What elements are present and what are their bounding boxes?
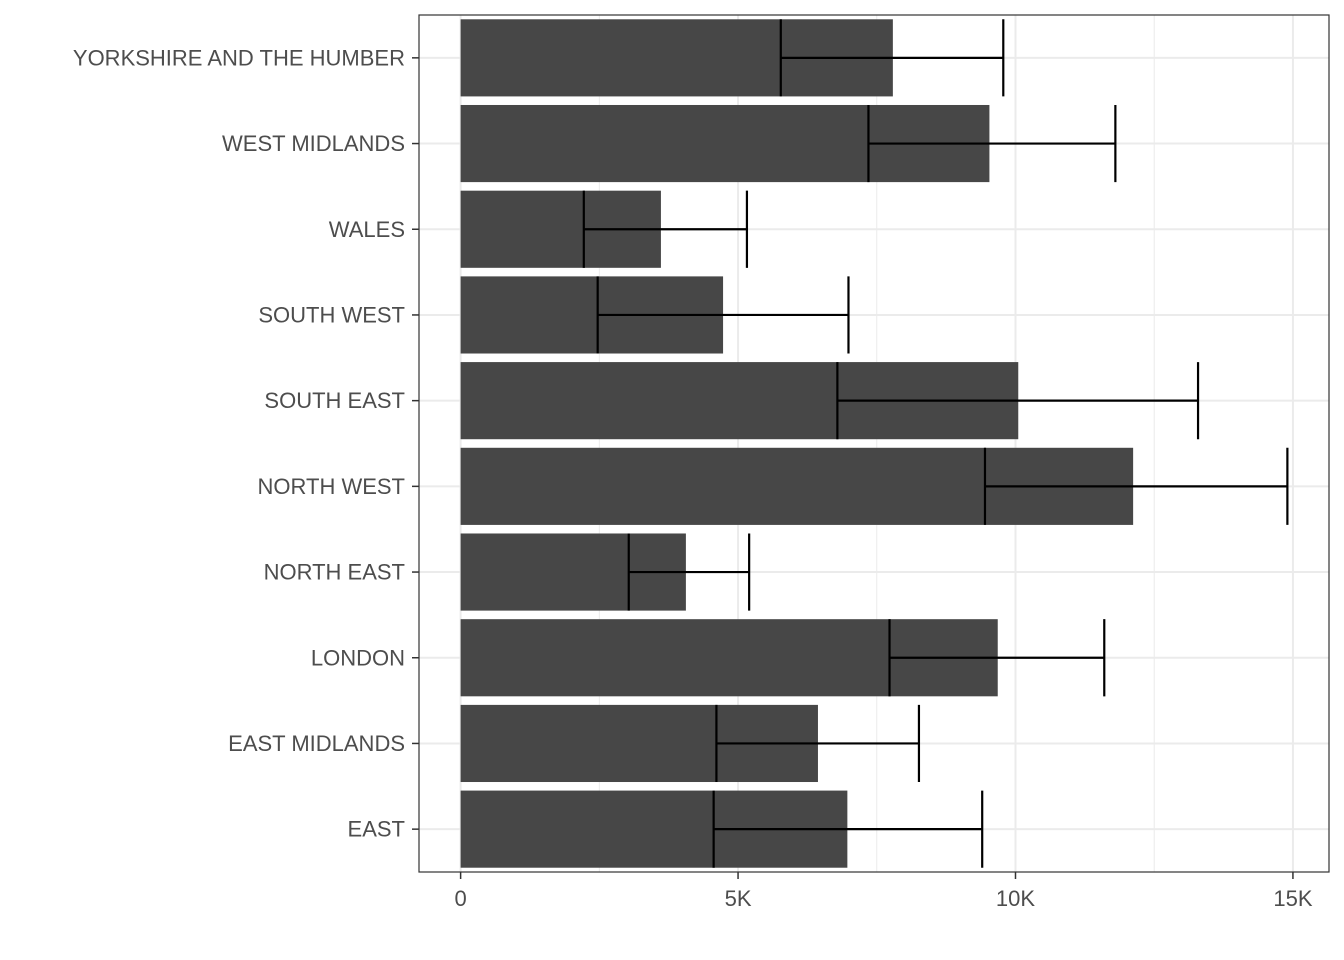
- x-tick-label: 10K: [996, 886, 1035, 911]
- error-bar: [888, 619, 1106, 697]
- error-bars: [582, 19, 1289, 868]
- x-tick-label: 0: [454, 886, 466, 911]
- y-tick-label: NORTH WEST: [258, 474, 405, 499]
- error-bar: [983, 447, 1289, 525]
- y-tick-label: EAST: [348, 817, 405, 842]
- y-tick-label: SOUTH WEST: [258, 302, 405, 327]
- y-tick-label: NORTH EAST: [264, 560, 405, 585]
- error-bar: [596, 276, 850, 354]
- y-tick-label: SOUTH EAST: [264, 388, 405, 413]
- error-bar: [779, 19, 1005, 97]
- y-tick-label: YORKSHIRE AND THE HUMBER: [73, 45, 405, 70]
- y-tick-label: WEST MIDLANDS: [222, 131, 405, 156]
- y-tick-label: LONDON: [311, 645, 405, 670]
- error-bar: [627, 533, 751, 611]
- x-tick-label: 5K: [725, 886, 752, 911]
- error-bar: [712, 790, 984, 868]
- error-bar: [867, 104, 1117, 183]
- y-tick-label: EAST MIDLANDS: [228, 731, 405, 756]
- x-tick-label: 15K: [1273, 886, 1312, 911]
- error-bar: [715, 704, 921, 783]
- error-bar: [836, 362, 1200, 440]
- error-bar: [582, 190, 749, 268]
- y-tick-label: WALES: [329, 217, 405, 242]
- panel-border: [418, 14, 1330, 873]
- y-axis: EAST EAST MIDLANDS LONDON NORTH EAST NORTH W…: [73, 45, 419, 842]
- x-axis: 0 5K 10K 15K: [454, 872, 1313, 911]
- bars: [460, 19, 1134, 868]
